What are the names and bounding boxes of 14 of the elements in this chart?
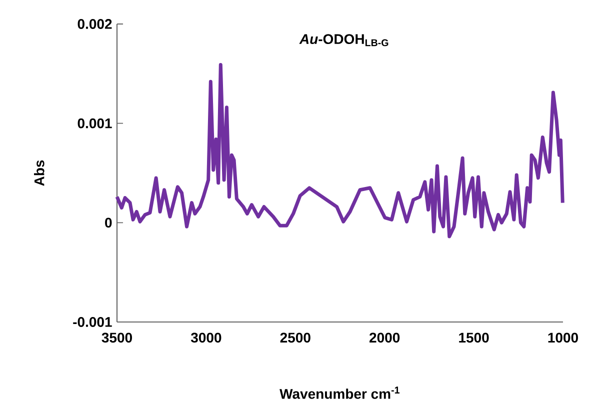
x-axis-title: Wavenumber cm$^{-1}$ — [280, 386, 400, 399]
x-tick-label: 1000 — [548, 332, 578, 343]
y-tick-label: -0.001 — [73, 317, 112, 327]
y-tick-label: 0.002 — [78, 19, 112, 29]
x-tick-label: 1500 — [459, 332, 489, 343]
x-tick-label: 2500 — [280, 332, 310, 343]
x-tick-label: 3500 — [102, 332, 132, 343]
text: Au-ODOH$_{LB-G}$ — [299, 34, 388, 46]
line-series — [115, 62, 564, 238]
x-tick-label: 3000 — [190, 332, 222, 343]
y-tick-label: 0 — [105, 218, 112, 228]
y-axis-title: Abs — [34, 160, 44, 186]
y-tick-label: 0.001 — [78, 118, 112, 128]
x-tick-label: 2000 — [370, 332, 400, 343]
